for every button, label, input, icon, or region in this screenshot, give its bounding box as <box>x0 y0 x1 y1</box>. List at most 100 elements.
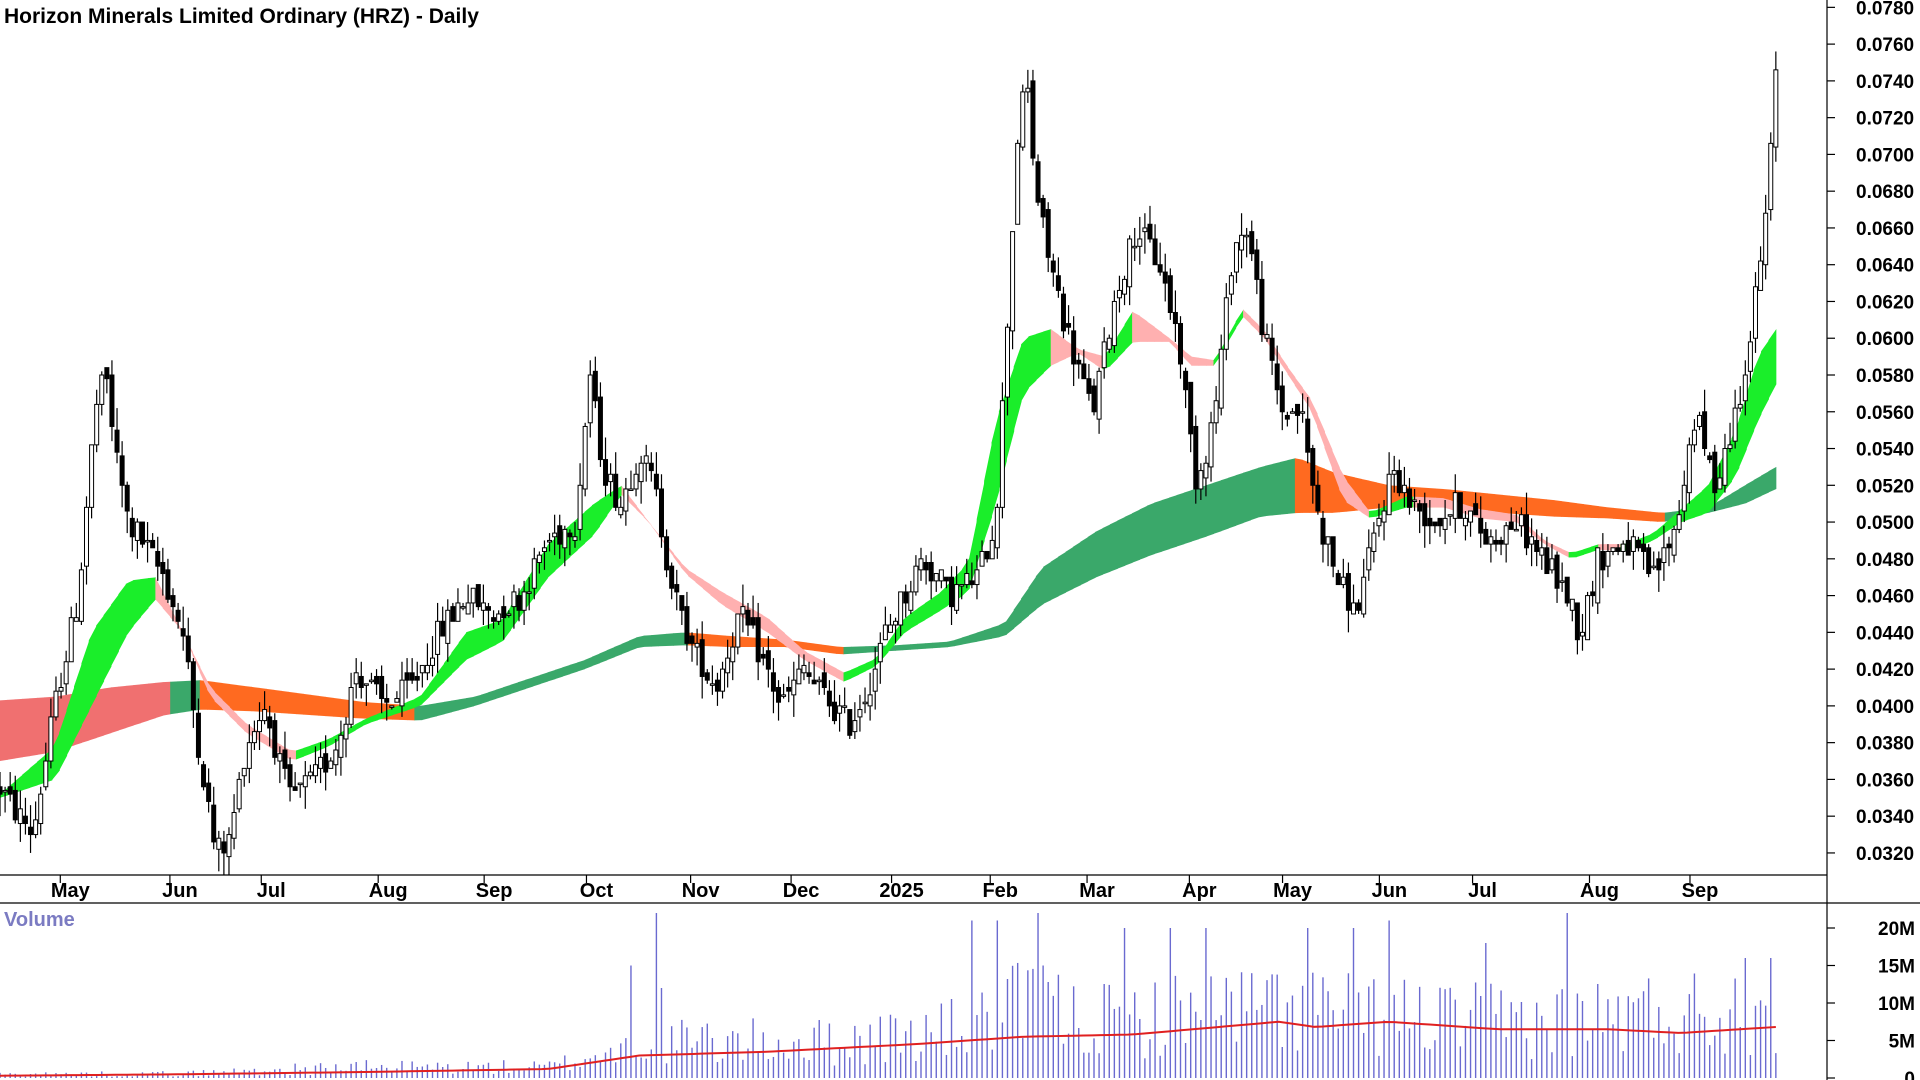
fast-wma-band <box>1487 510 1496 520</box>
candle-body <box>1437 517 1443 527</box>
fast-wma-band <box>1050 329 1059 366</box>
slow-wma-band <box>1746 480 1755 503</box>
price-tick-label: 0.0460 <box>1856 587 1914 608</box>
candle-body <box>129 517 135 538</box>
candle-body <box>770 672 776 692</box>
candle-body <box>1208 422 1214 468</box>
slow-wma-band <box>480 692 489 704</box>
candle-body <box>557 525 563 545</box>
candle-body <box>506 613 512 616</box>
candle-body <box>1020 91 1026 148</box>
fast-wma-band <box>406 699 415 711</box>
fast-wma-band <box>636 505 645 518</box>
fast-wma-band <box>710 584 719 602</box>
candle-body <box>831 701 837 722</box>
candle-body <box>119 455 125 486</box>
fast-wma-band <box>917 603 926 625</box>
slow-wma-band <box>1724 493 1732 509</box>
candle-body <box>1722 448 1728 486</box>
candle-body <box>730 646 736 663</box>
candle-body <box>765 650 771 670</box>
candle-body <box>333 749 339 766</box>
slow-wma-band <box>244 685 253 712</box>
candle-body <box>603 459 609 486</box>
candle-body <box>516 595 522 611</box>
candle-body <box>394 698 400 703</box>
candle-body <box>969 580 975 586</box>
candle-body <box>796 668 802 685</box>
candle-body <box>241 767 247 777</box>
volume-axis: 0 5M 10M 15M 20M <box>1827 919 1915 1080</box>
candle-body <box>608 473 614 483</box>
slow-wma-band <box>614 643 623 658</box>
slow-wma-band <box>303 693 312 716</box>
candle-body <box>781 694 787 697</box>
candle-body <box>1198 470 1204 490</box>
candle-body <box>1717 477 1723 490</box>
candle-body <box>684 606 690 644</box>
candle-body <box>63 661 69 685</box>
candle-body <box>1172 312 1178 325</box>
volume-tick-label: 0 <box>1904 1069 1915 1080</box>
candle-body <box>908 591 914 611</box>
fast-wma-band <box>1746 369 1755 450</box>
slow-wma-band <box>939 641 948 648</box>
month-label: Jun <box>1372 880 1408 902</box>
candle-body <box>470 587 476 604</box>
price-tick-label: 0.0600 <box>1856 329 1914 350</box>
slow-wma-band <box>1583 504 1592 518</box>
slow-wma-band <box>665 633 674 646</box>
candle-body <box>1269 337 1275 361</box>
fast-wma-band <box>81 640 90 726</box>
slow-wma-band <box>103 687 112 736</box>
candle-body <box>1386 473 1392 516</box>
candle-body <box>328 760 334 769</box>
candle-body <box>806 672 812 677</box>
candle-body <box>582 425 588 490</box>
slow-wma-band <box>643 635 652 647</box>
candle-body <box>1340 576 1346 586</box>
slow-wma-band <box>1620 508 1629 520</box>
candle-body <box>1381 510 1387 523</box>
candle-body <box>1233 242 1239 273</box>
fast-wma-band <box>1035 331 1044 381</box>
fast-wma-band <box>806 652 815 666</box>
slow-wma-band <box>1716 497 1725 511</box>
candle-body <box>1493 539 1499 545</box>
candle-body <box>1228 275 1234 295</box>
candle-body <box>842 705 848 708</box>
fast-wma-band <box>813 656 822 670</box>
slow-wma-band <box>1768 466 1777 493</box>
candle-body <box>501 606 507 619</box>
candle-body <box>1025 87 1031 93</box>
candle-body <box>496 613 502 622</box>
candle-body <box>1091 385 1097 413</box>
candle-body <box>1122 278 1128 295</box>
price-tick-label: 0.0660 <box>1856 219 1914 240</box>
candle-body <box>801 664 807 674</box>
candle-body <box>1691 429 1697 446</box>
slow-wma-band <box>229 683 238 711</box>
price-tick-label: 0.0380 <box>1856 734 1914 755</box>
candle-body <box>124 484 130 512</box>
slow-wma-band <box>717 634 726 647</box>
candle-body <box>17 808 23 825</box>
candle-body <box>1254 249 1260 280</box>
slow-wma-band <box>1635 510 1644 521</box>
candle-body <box>1178 323 1184 365</box>
candle-body <box>267 716 273 729</box>
candle-body <box>1747 341 1753 372</box>
fast-wma-band <box>843 669 852 682</box>
fast-wma-band <box>214 692 223 709</box>
candle-body <box>1188 381 1194 435</box>
fast-wma-band <box>73 663 82 741</box>
fast-wma-band <box>651 525 660 537</box>
candle-body <box>374 675 380 685</box>
fast-wma-band <box>1228 321 1237 342</box>
candle-body <box>882 624 888 641</box>
slow-wma-band <box>828 645 837 654</box>
slow-wma-band <box>1176 492 1185 547</box>
candle-body <box>541 547 547 552</box>
slow-wma-band <box>1568 502 1577 518</box>
candle-body <box>1371 532 1377 552</box>
